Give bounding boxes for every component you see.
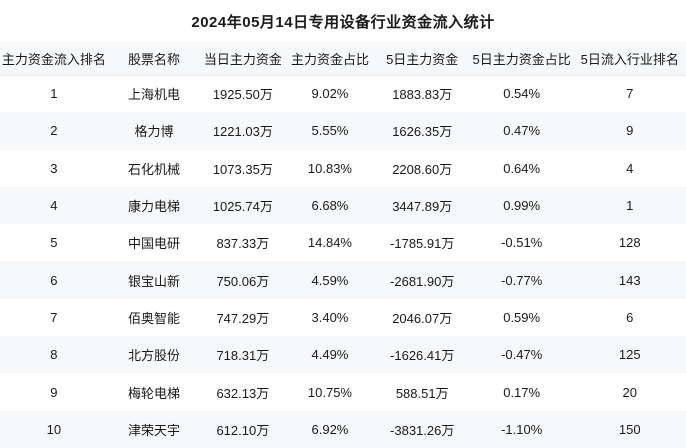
cell-rank: 2 — [50, 123, 58, 139]
cell-rank: 3 — [50, 160, 58, 176]
cell-5d-fund-ratio: -0.77% — [501, 272, 543, 288]
cell-5d-fund-ratio: -0.47% — [501, 347, 543, 363]
cell-rank: 7 — [50, 309, 58, 325]
cell-5d-main-fund: 1883.83万 — [392, 87, 453, 103]
table-row: 8 北方股份 718.31万 4.49% -1626.41万 -0.47% 125 — [0, 336, 686, 374]
cell-day-main-fund: 1025.74万 — [212, 199, 273, 215]
cell-main-fund-ratio: 6.92% — [311, 421, 349, 437]
cell-day-main-fund: 750.06万 — [216, 273, 270, 289]
cell-5d-industry-rank: 143 — [618, 272, 641, 288]
cell-stock-name: 北方股份 — [127, 348, 180, 364]
cell-5d-industry-rank: 7 — [626, 86, 634, 102]
cell-stock-name: 上海机电 — [127, 87, 180, 103]
cell-day-main-fund: 1073.35万 — [212, 161, 273, 177]
cell-main-fund-ratio: 10.83% — [307, 160, 352, 176]
cell-rank: 9 — [50, 384, 58, 400]
cell-day-main-fund: 718.31万 — [216, 348, 270, 364]
cell-main-fund-ratio: 4.49% — [311, 347, 349, 363]
cell-day-main-fund: 1925.50万 — [212, 87, 273, 103]
cell-5d-industry-rank: 1 — [626, 198, 634, 214]
cell-5d-fund-ratio: 0.47% — [503, 123, 541, 139]
table-header-row: 主力资金流入排名 股票名称 当日主力资金 主力资金占比 5日主力资金 5日主力资金占比 5日… — [0, 42, 686, 76]
column-header-5d-fund-ratio: 5日主力资金占比 — [469, 42, 574, 76]
column-header-stock-name: 股票名称 — [107, 42, 201, 76]
cell-5d-main-fund: 2208.60万 — [392, 161, 453, 177]
cell-5d-industry-rank: 4 — [626, 160, 634, 176]
cell-5d-fund-ratio: 0.17% — [503, 384, 541, 400]
cell-5d-main-fund: 3447.89万 — [392, 199, 453, 215]
cell-day-main-fund: 747.29万 — [216, 310, 270, 326]
cell-5d-fund-ratio: 0.59% — [503, 309, 541, 325]
cell-stock-name: 康力电梯 — [127, 199, 180, 215]
cell-5d-main-fund: -2681.90万 — [390, 273, 455, 289]
cell-5d-main-fund: 1626.35万 — [392, 124, 453, 140]
cell-5d-industry-rank: 9 — [626, 123, 634, 139]
column-header-main-fund-ratio: 主力资金占比 — [285, 42, 375, 76]
column-header-rank: 主力资金流入排名 — [0, 42, 108, 76]
column-header-5d-industry-rank: 5日流入行业排名 — [573, 42, 686, 76]
cell-5d-fund-ratio: 0.64% — [503, 160, 541, 176]
cell-stock-name: 银宝山新 — [127, 273, 180, 289]
table-row: 10 津荣天宇 612.10万 6.92% -3831.26万 -1.10% 150 — [0, 410, 686, 448]
page-title: 2024年05月14日专用设备行业资金流入统计 — [191, 13, 495, 31]
cell-5d-industry-rank: 150 — [618, 421, 641, 437]
cell-5d-main-fund: -1626.41万 — [390, 348, 455, 364]
cell-stock-name: 佰奥智能 — [127, 310, 180, 326]
cell-5d-main-fund: -1785.91万 — [390, 236, 455, 252]
cell-5d-main-fund: 2046.07万 — [392, 310, 453, 326]
cell-5d-industry-rank: 125 — [618, 347, 641, 363]
cell-rank: 1 — [50, 86, 58, 102]
table-row: 2 格力博 1221.03万 5.55% 1626.35万 0.47% 9 — [0, 112, 686, 150]
cell-rank: 5 — [50, 235, 58, 251]
cell-5d-main-fund: -3831.26万 — [390, 422, 455, 438]
cell-5d-industry-rank: 128 — [618, 235, 641, 251]
fund-flow-table: 主力资金流入排名 股票名称 当日主力资金 主力资金占比 5日主力资金 5日主力资金占比 5日… — [0, 42, 686, 448]
column-header-day-main-fund: 当日主力资金 — [200, 42, 286, 76]
cell-5d-main-fund: 588.51万 — [395, 385, 449, 401]
cell-stock-name: 梅轮电梯 — [127, 385, 180, 401]
cell-day-main-fund: 612.10万 — [216, 422, 270, 438]
cell-5d-fund-ratio: -1.10% — [501, 421, 543, 437]
table-row: 1 上海机电 1925.50万 9.02% 1883.83万 0.54% 7 — [0, 75, 686, 113]
cell-day-main-fund: 1221.03万 — [212, 124, 273, 140]
table-body: 1 上海机电 1925.50万 9.02% 1883.83万 0.54% 7 2 格力博 1221… — [0, 75, 686, 448]
cell-main-fund-ratio: 3.40% — [311, 309, 349, 325]
cell-5d-industry-rank: 6 — [626, 309, 634, 325]
table-row: 5 中国电研 837.33万 14.84% -1785.91万 -0.51% 128 — [0, 224, 686, 262]
cell-stock-name: 石化机械 — [127, 161, 180, 177]
cell-5d-fund-ratio: 0.54% — [503, 86, 541, 102]
cell-day-main-fund: 837.33万 — [216, 236, 270, 252]
column-header-5d-main-fund: 5日主力资金 — [374, 42, 470, 76]
cell-stock-name: 格力博 — [134, 124, 174, 140]
cell-main-fund-ratio: 10.75% — [307, 384, 352, 400]
table-header: 主力资金流入排名 股票名称 当日主力资金 主力资金占比 5日主力资金 5日主力资金占比 5日… — [0, 42, 686, 76]
cell-rank: 8 — [50, 347, 58, 363]
table-row: 3 石化机械 1073.35万 10.83% 2208.60万 0.64% 4 — [0, 149, 686, 187]
cell-main-fund-ratio: 5.55% — [311, 123, 349, 139]
cell-5d-industry-rank: 20 — [622, 384, 637, 400]
cell-main-fund-ratio: 9.02% — [311, 86, 349, 102]
table-row: 9 梅轮电梯 632.13万 10.75% 588.51万 0.17% 20 — [0, 373, 686, 411]
cell-rank: 10 — [46, 421, 62, 437]
cell-stock-name: 中国电研 — [127, 236, 180, 252]
cell-rank: 6 — [50, 272, 58, 288]
cell-main-fund-ratio: 4.59% — [311, 272, 349, 288]
table-row: 4 康力电梯 1025.74万 6.68% 3447.89万 0.99% 1 — [0, 186, 686, 225]
cell-rank: 4 — [50, 198, 58, 214]
cell-main-fund-ratio: 6.68% — [311, 198, 349, 214]
cell-5d-fund-ratio: -0.51% — [501, 235, 543, 251]
table-row: 7 佰奥智能 747.29万 3.40% 2046.07万 0.59% 6 — [0, 298, 686, 337]
table-row: 6 银宝山新 750.06万 4.59% -2681.90万 -0.77% 143 — [0, 261, 686, 299]
cell-5d-fund-ratio: 0.99% — [503, 198, 541, 214]
cell-main-fund-ratio: 14.84% — [307, 235, 352, 251]
cell-day-main-fund: 632.13万 — [216, 385, 270, 401]
cell-stock-name: 津荣天宇 — [127, 422, 180, 438]
